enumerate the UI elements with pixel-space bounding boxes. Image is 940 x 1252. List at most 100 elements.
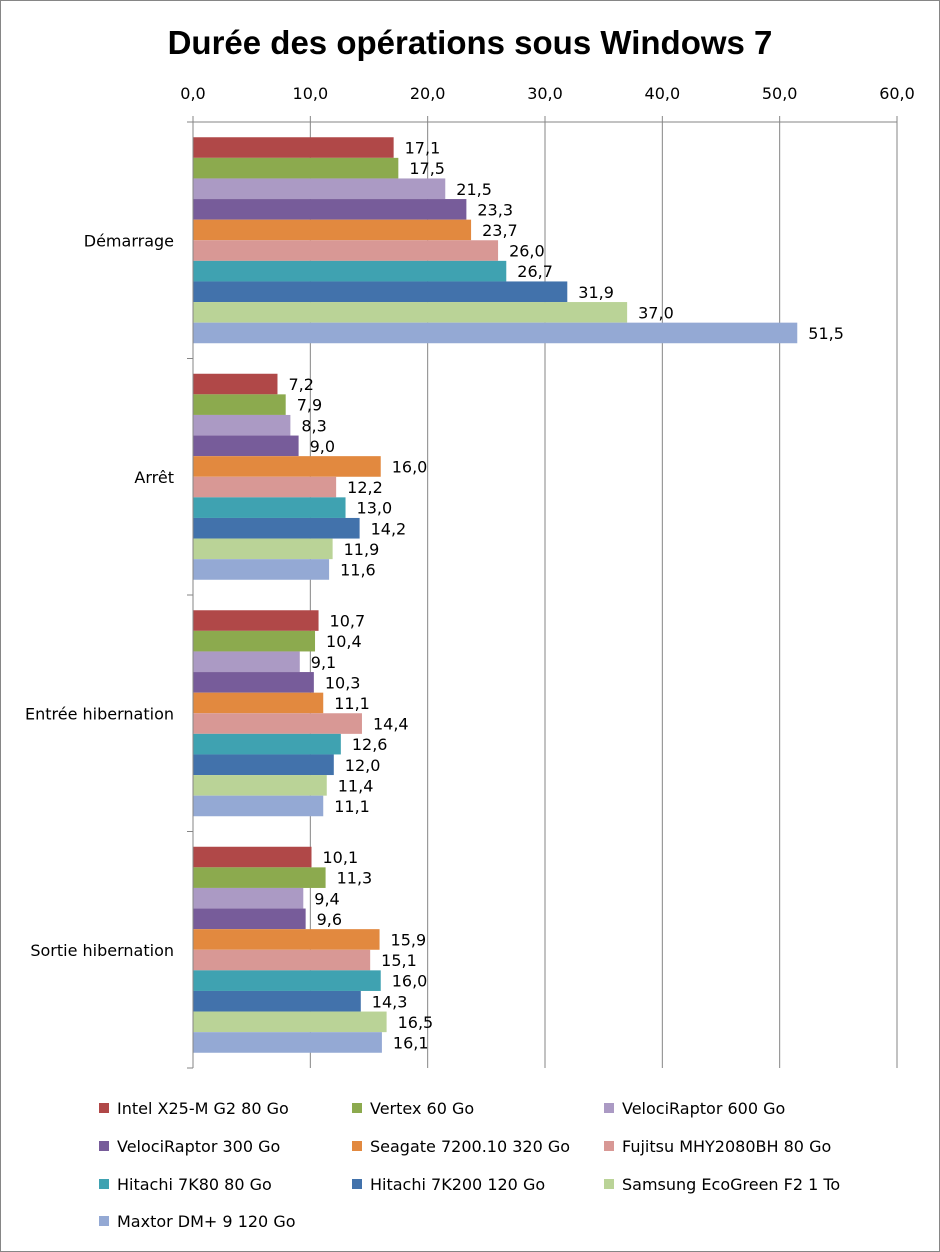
data-label: 16,1 — [393, 1033, 429, 1052]
legend-label: Fujitsu MHY2080BH 80 Go — [622, 1137, 831, 1156]
x-tick-label: 20,0 — [410, 84, 446, 103]
chart-title: Durée des opérations sous Windows 7 — [168, 24, 773, 61]
bar — [193, 322, 798, 344]
legend-label: Maxtor DM+ 9 120 Go — [117, 1212, 296, 1231]
bar — [193, 137, 394, 158]
data-label: 12,0 — [345, 756, 381, 775]
data-label: 14,4 — [373, 715, 409, 734]
bar — [193, 970, 381, 991]
data-label: 31,9 — [578, 283, 614, 302]
data-label: 23,7 — [482, 221, 518, 240]
data-label: 12,2 — [347, 478, 383, 497]
legend-swatch — [99, 1103, 109, 1113]
legend-label: Vertex 60 Go — [370, 1099, 474, 1118]
bar — [193, 219, 472, 241]
data-label: 11,4 — [338, 776, 374, 795]
bar — [193, 867, 326, 888]
data-label: 9,4 — [314, 889, 339, 908]
bar — [193, 559, 330, 580]
legend-swatch — [604, 1179, 614, 1189]
bar — [193, 302, 628, 323]
data-label: 37,0 — [638, 303, 674, 322]
data-label: 11,6 — [340, 560, 376, 579]
data-label: 8,3 — [301, 416, 326, 435]
bar — [193, 199, 467, 220]
bar — [193, 1011, 387, 1033]
legend-swatch — [99, 1141, 109, 1151]
data-label: 11,1 — [334, 797, 370, 816]
category-label: Démarrage — [84, 231, 174, 250]
data-label: 16,0 — [392, 972, 428, 991]
bar — [193, 178, 446, 200]
data-label: 12,6 — [352, 735, 388, 754]
bar — [193, 651, 300, 673]
x-tick-label: 40,0 — [645, 84, 681, 103]
bar — [193, 990, 361, 1012]
legend-swatch — [99, 1179, 109, 1189]
category-label: Sortie hibernation — [30, 941, 174, 960]
bar — [193, 260, 507, 282]
bar — [193, 435, 299, 457]
legend-label: Hitachi 7K200 120 Go — [370, 1175, 545, 1194]
bar — [193, 1032, 382, 1053]
legend-label: Hitachi 7K80 80 Go — [117, 1175, 272, 1194]
bar — [193, 456, 381, 477]
data-label: 11,1 — [334, 694, 370, 713]
bar — [193, 610, 319, 631]
bar — [193, 949, 371, 971]
category-label: Entrée hibernation — [25, 704, 174, 723]
data-label: 16,0 — [392, 457, 428, 476]
data-label: 9,1 — [311, 653, 336, 672]
data-label: 15,1 — [381, 951, 417, 970]
legend-label: Samsung EcoGreen F2 1 To — [622, 1175, 840, 1194]
bar — [193, 692, 324, 714]
bar — [193, 929, 380, 950]
data-label: 13,0 — [357, 499, 393, 518]
legend-swatch — [604, 1141, 614, 1151]
data-label: 7,2 — [288, 375, 313, 394]
data-label: 9,0 — [310, 437, 335, 456]
data-label: 16,5 — [398, 1013, 434, 1032]
legend-label: Intel X25-M G2 80 Go — [117, 1099, 289, 1118]
data-label: 17,5 — [409, 159, 445, 178]
bar — [193, 713, 362, 734]
legend-label: VelociRaptor 600 Go — [622, 1099, 785, 1118]
x-tick-label: 10,0 — [293, 84, 329, 103]
legend-swatch — [99, 1216, 109, 1226]
bar — [193, 754, 334, 776]
legend: Intel X25-M G2 80 Go Vertex 60 Go VelociRa… — [99, 1099, 840, 1231]
category-labels: Démarrage Arrêt Entrée hibernation Sortie h… — [25, 231, 174, 960]
legend-swatch — [604, 1103, 614, 1113]
data-label: 7,9 — [297, 396, 322, 415]
data-label: 9,6 — [317, 910, 342, 929]
bar — [193, 373, 278, 395]
data-label: 15,9 — [391, 930, 427, 949]
x-tick-label: 50,0 — [762, 84, 798, 103]
bars — [193, 137, 798, 1053]
bar — [193, 476, 337, 498]
bar — [193, 517, 360, 539]
data-label: 21,5 — [456, 180, 492, 199]
bar — [193, 887, 304, 909]
bar — [193, 630, 316, 652]
data-label: 26,0 — [509, 242, 545, 261]
data-labels: 17,117,5 21,523,3 23,7 26,026,7 31,9 37,0 51,5… — [288, 139, 843, 1053]
bar — [193, 497, 346, 518]
data-label: 10,7 — [330, 612, 366, 631]
bar — [193, 281, 568, 303]
category-label: Arrêt — [134, 468, 174, 487]
x-tick-label: 60,0 — [879, 84, 915, 103]
x-tick-label: 30,0 — [527, 84, 563, 103]
data-label: 14,2 — [371, 519, 407, 538]
bar — [193, 240, 499, 261]
bar — [193, 672, 314, 693]
x-tick-label: 0,0 — [180, 84, 205, 103]
data-label: 10,3 — [325, 673, 361, 692]
bar — [193, 394, 286, 415]
y-axis — [187, 121, 194, 1069]
legend-swatch — [352, 1179, 362, 1189]
data-label: 14,3 — [372, 992, 408, 1011]
legend-label: VelociRaptor 300 Go — [117, 1137, 280, 1156]
data-label: 23,3 — [477, 200, 513, 219]
bar — [193, 908, 306, 930]
